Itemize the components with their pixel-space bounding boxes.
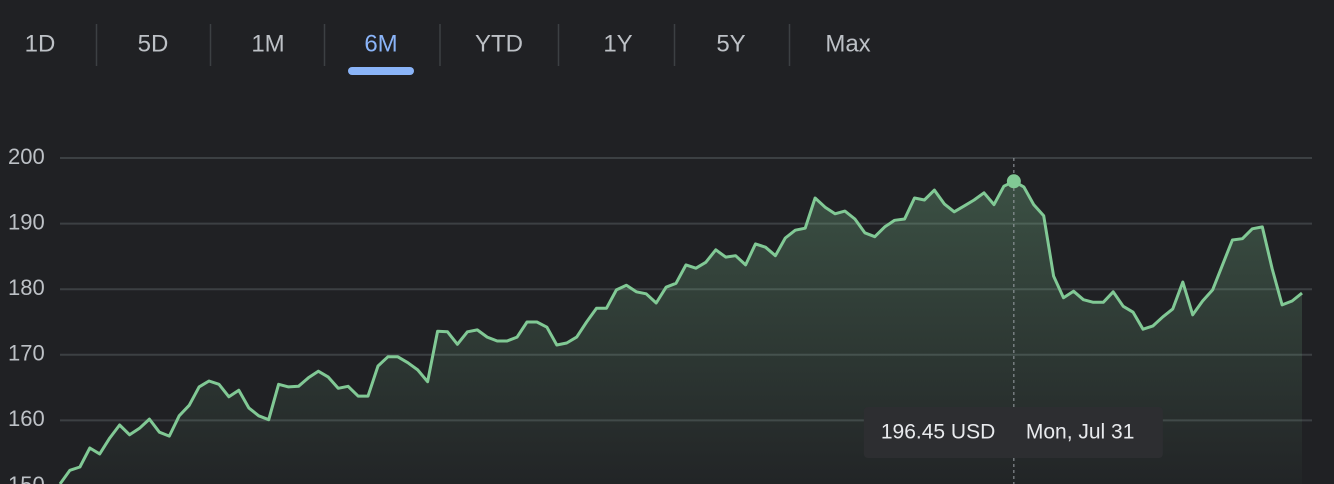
hover-point [1006, 174, 1021, 189]
tab-label[interactable]: 1D [25, 30, 56, 57]
tab-label[interactable]: Max [825, 30, 870, 57]
y-tick-label: 150 [8, 472, 45, 484]
tab-label[interactable]: 6M [364, 30, 397, 57]
y-tick-label: 190 [8, 209, 45, 234]
tab-label[interactable]: 5D [138, 30, 169, 57]
price-line [58, 179, 1303, 484]
tooltip-price: 196.45 USD [881, 421, 995, 444]
tab-label[interactable]: 1Y [603, 30, 632, 57]
tooltip-date: Mon, Jul 31 [1026, 421, 1135, 444]
tab-label[interactable]: YTD [475, 30, 523, 57]
y-tick-label: 170 [8, 341, 45, 366]
y-tick-label: 160 [8, 406, 45, 431]
tooltip-box [863, 407, 1163, 458]
tab-label[interactable]: 1M [251, 30, 284, 57]
y-tick-label: 200 [8, 144, 45, 169]
tab-label[interactable]: 5Y [716, 30, 745, 57]
y-tick-label: 180 [8, 275, 45, 300]
active-tab-indicator [348, 67, 414, 75]
